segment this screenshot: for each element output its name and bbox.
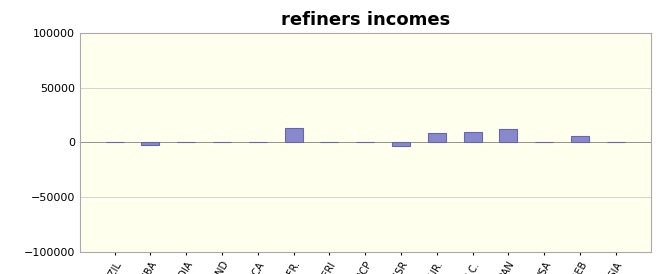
Title: refiners incomes: refiners incomes — [281, 10, 450, 28]
Bar — [285, 128, 303, 142]
Bar — [392, 142, 410, 146]
Bar — [428, 133, 446, 142]
Bar — [141, 142, 159, 145]
Bar — [463, 132, 481, 142]
Bar — [571, 136, 589, 142]
Bar — [499, 129, 517, 142]
